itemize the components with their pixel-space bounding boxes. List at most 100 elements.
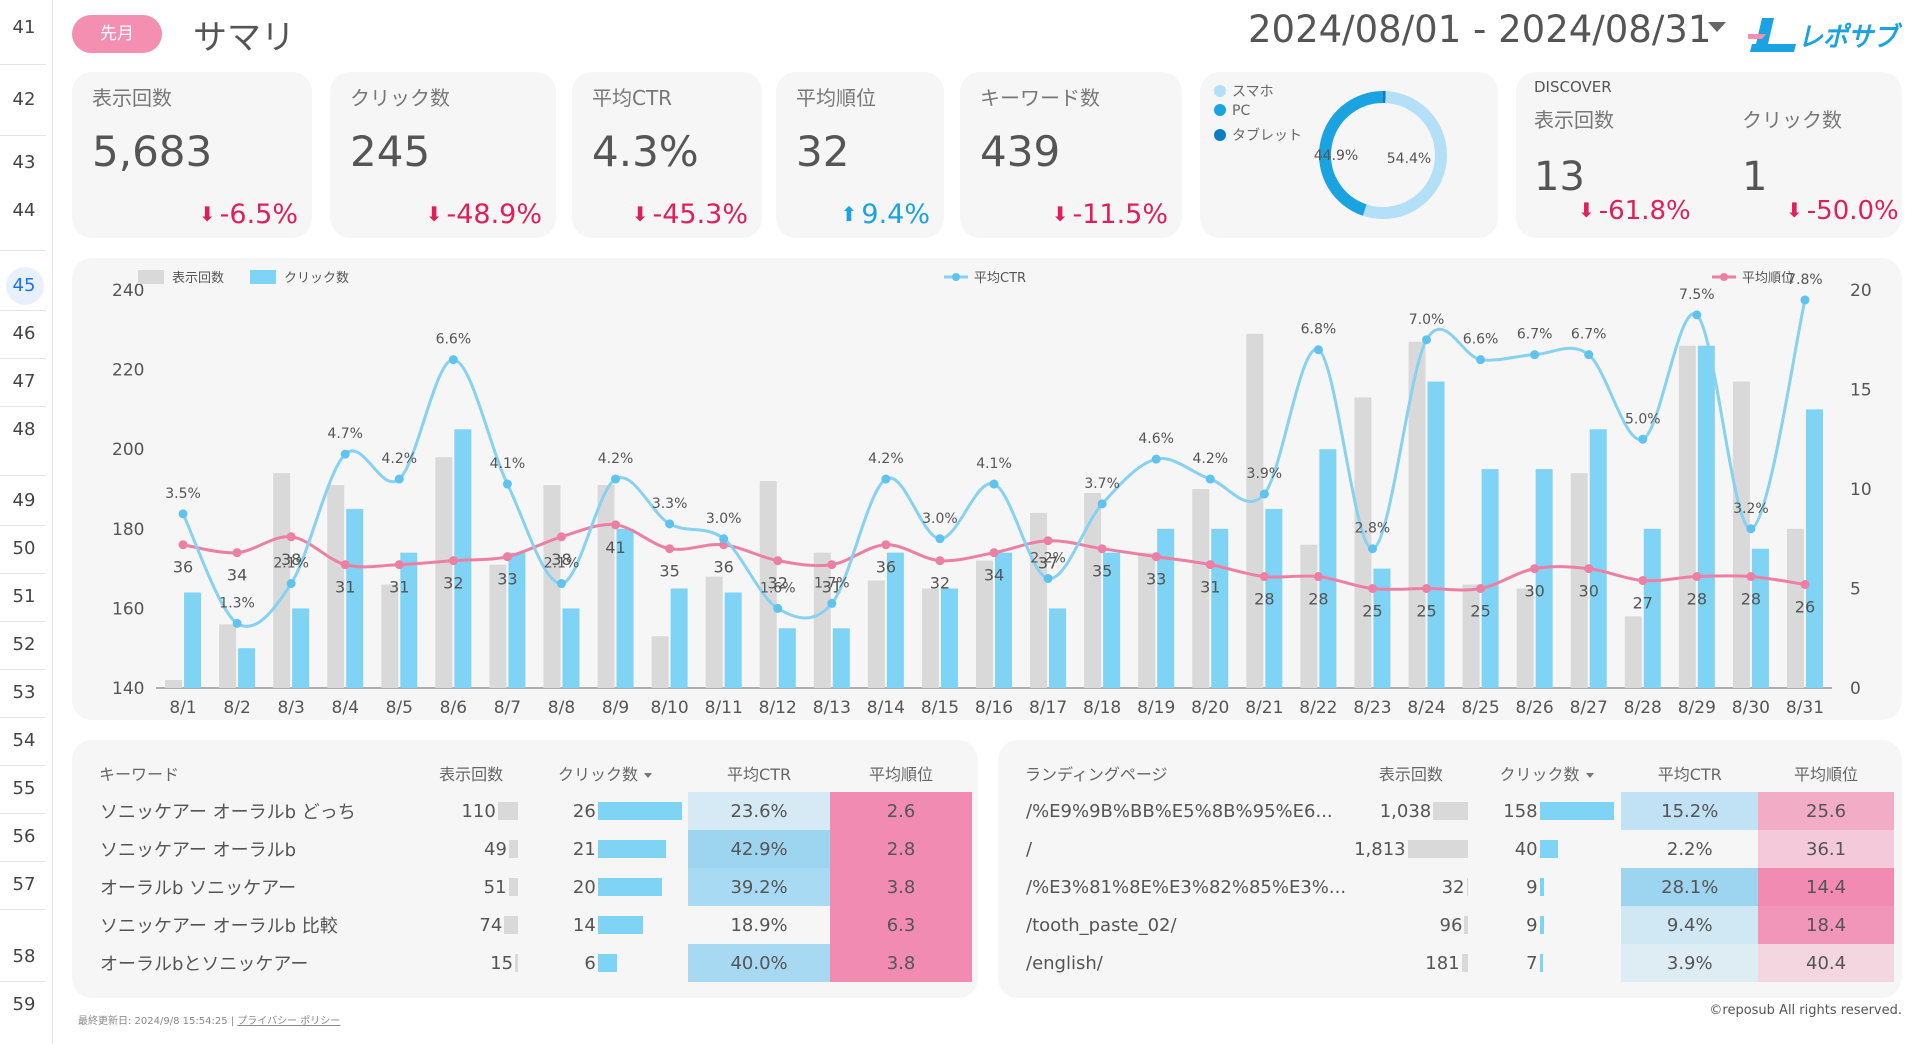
legend-label[interactable]: 平均順位 [1742, 271, 1794, 286]
kpi-card-keywords: キーワード数 439 ⬇ -11.5% [960, 72, 1182, 238]
row-label[interactable]: オーラルb ソニッケアー [100, 878, 297, 899]
row-number-gutter: 41 42 43 44 45 46 47 48 49 50 51 52 53 54 55 56 57 58 59 [0, 0, 53, 1044]
kpi-label: 平均CTR [592, 86, 673, 110]
row-number[interactable]: 48 [12, 419, 36, 440]
data-label-ctr: 3.0% [922, 511, 958, 527]
row-number[interactable]: 54 [12, 730, 36, 751]
bar-clicks [940, 588, 958, 688]
legend-label[interactable]: クリック数 [284, 271, 349, 286]
row-number[interactable]: 42 [12, 89, 36, 110]
data-label-rank: 26 [1795, 598, 1815, 617]
ctr-cell: 42.9% [688, 830, 831, 868]
column-header[interactable]: 表示回数 [439, 765, 504, 784]
row-divider [0, 475, 46, 476]
column-header[interactable]: 平均CTR [727, 765, 792, 784]
bar-impressions [651, 636, 669, 688]
row-number[interactable]: 47 [12, 371, 36, 392]
row-number[interactable]: 50 [12, 538, 36, 559]
point-rank [1205, 560, 1215, 570]
column-header[interactable]: キーワード [99, 765, 180, 784]
row-number[interactable]: 46 [12, 323, 36, 344]
row-number[interactable]: 59 [12, 994, 36, 1015]
clicks-minibar [1539, 839, 1559, 858]
period-badge[interactable]: 先月 [72, 15, 162, 53]
clicks-minibar [597, 953, 618, 972]
column-header[interactable]: 平均順位 [869, 765, 934, 784]
point-rank [1584, 564, 1594, 574]
column-header-sorted[interactable]: クリック数 [1472, 754, 1622, 792]
table-row[interactable]: /%E3%81%8E%E3%82%85%E3%... 32 9 28.1% 14.4 [1024, 868, 1894, 906]
bar-impressions [759, 481, 777, 688]
column-header[interactable]: 表示回数 [1378, 765, 1443, 784]
column-header-sorted[interactable]: クリック数 [522, 754, 688, 792]
legend-swatch [138, 270, 164, 284]
bar-clicks [1751, 548, 1769, 688]
bar-impressions [435, 457, 453, 688]
data-label-rank: 30 [1524, 582, 1544, 601]
row-label[interactable]: /%E3%81%8E%E3%82%85%E3%... [1026, 876, 1347, 898]
point-ctr [1313, 345, 1323, 355]
row-label[interactable]: オーラルbとソニッケアー [100, 954, 309, 975]
data-label-rank: 28 [1254, 590, 1274, 609]
impressions-minibar [515, 953, 518, 972]
table-row[interactable]: オーラルbとソニッケアー 15 6 40.0% 3.8 [98, 944, 972, 982]
row-number[interactable]: 52 [12, 634, 36, 655]
device-legend-item: タブレット [1214, 125, 1302, 145]
point-ctr [1151, 454, 1161, 464]
rank-cell: 3.8 [830, 868, 972, 906]
row-divider [0, 717, 46, 718]
column-header[interactable]: ランディングページ [1025, 765, 1168, 784]
point-rank [1259, 572, 1269, 582]
bar-impressions [921, 588, 939, 688]
privacy-policy-link[interactable]: プライバシー ポリシー [237, 1016, 341, 1027]
row-number[interactable]: 55 [12, 778, 36, 799]
data-label-ctr: 3.7% [1084, 476, 1120, 492]
row-label[interactable]: /%E9%9B%BB%E5%8B%95%E6... [1026, 800, 1333, 822]
bar-clicks [238, 648, 256, 688]
row-label[interactable]: / [1026, 838, 1033, 860]
row-label[interactable]: /tooth_paste_02/ [1026, 914, 1177, 936]
row-label[interactable]: ソニッケアー オーラルb [100, 840, 297, 861]
bar-clicks [346, 508, 364, 688]
row-number[interactable]: 51 [12, 586, 36, 607]
legend-label[interactable]: 平均CTR [974, 271, 1026, 286]
kpi-delta: ⬇ -11.5% [1051, 199, 1168, 230]
table-row[interactable]: オーラルb ソニッケアー 51 20 39.2% 3.8 [98, 868, 972, 906]
row-label[interactable]: ソニッケアー オーラルb どっち [100, 802, 356, 823]
row-number[interactable]: 53 [12, 682, 36, 703]
clicks-minibar [1539, 953, 1543, 972]
x-tick-label: 8/21 [1245, 698, 1283, 718]
point-rank [665, 544, 675, 554]
legend-label[interactable]: 表示回数 [172, 271, 224, 286]
point-rank [232, 548, 242, 558]
row-number[interactable]: 49 [12, 490, 36, 511]
y-tick-left: 140 [112, 679, 144, 699]
row-number[interactable]: 58 [12, 946, 36, 967]
bar-clicks [1805, 409, 1823, 688]
column-header[interactable]: 平均順位 [1794, 765, 1859, 784]
data-label-rank: 28 [1741, 590, 1761, 609]
bar-impressions [1732, 381, 1750, 688]
column-header[interactable]: 平均CTR [1657, 765, 1722, 784]
date-range-dropdown-icon[interactable] [1708, 22, 1726, 32]
kpi-label: 平均順位 [796, 86, 876, 110]
row-label[interactable]: ソニッケアー オーラルb 比較 [100, 916, 338, 937]
table-row[interactable]: /tooth_paste_02/96 9 9.4% 18.4 [1024, 906, 1894, 944]
row-label[interactable]: /english/ [1026, 952, 1103, 974]
table-row[interactable]: / 1,813 40 2.2% 36.1 [1024, 830, 1894, 868]
row-number[interactable]: 45 [12, 275, 36, 296]
row-number[interactable]: 41 [12, 17, 36, 38]
row-number[interactable]: 56 [12, 826, 36, 847]
date-range[interactable]: 2024/08/01 - 2024/08/31 [1248, 8, 1712, 51]
row-number[interactable]: 57 [12, 874, 36, 895]
row-number[interactable]: 44 [12, 200, 36, 221]
row-number[interactable]: 43 [12, 152, 36, 173]
table-row[interactable]: ソニッケアー オーラルb 比較 74 14 18.9% 6.3 [98, 906, 972, 944]
y-tick-left: 200 [112, 440, 144, 460]
table-row[interactable]: /english/181 7 3.9% 40.4 [1024, 944, 1894, 982]
table-row[interactable]: ソニッケアー オーラルb どっち 110 26 23.6% 2.6 [98, 792, 972, 830]
table-row[interactable]: ソニッケアー オーラルb 49 21 42.9% 2.8 [98, 830, 972, 868]
arrow-down-icon: ⬇ [631, 202, 649, 226]
table-row[interactable]: /%E9%9B%BB%E5%8B%95%E6... 1,038 158 15.2% 25… [1024, 792, 1894, 830]
point-rank [286, 532, 296, 542]
